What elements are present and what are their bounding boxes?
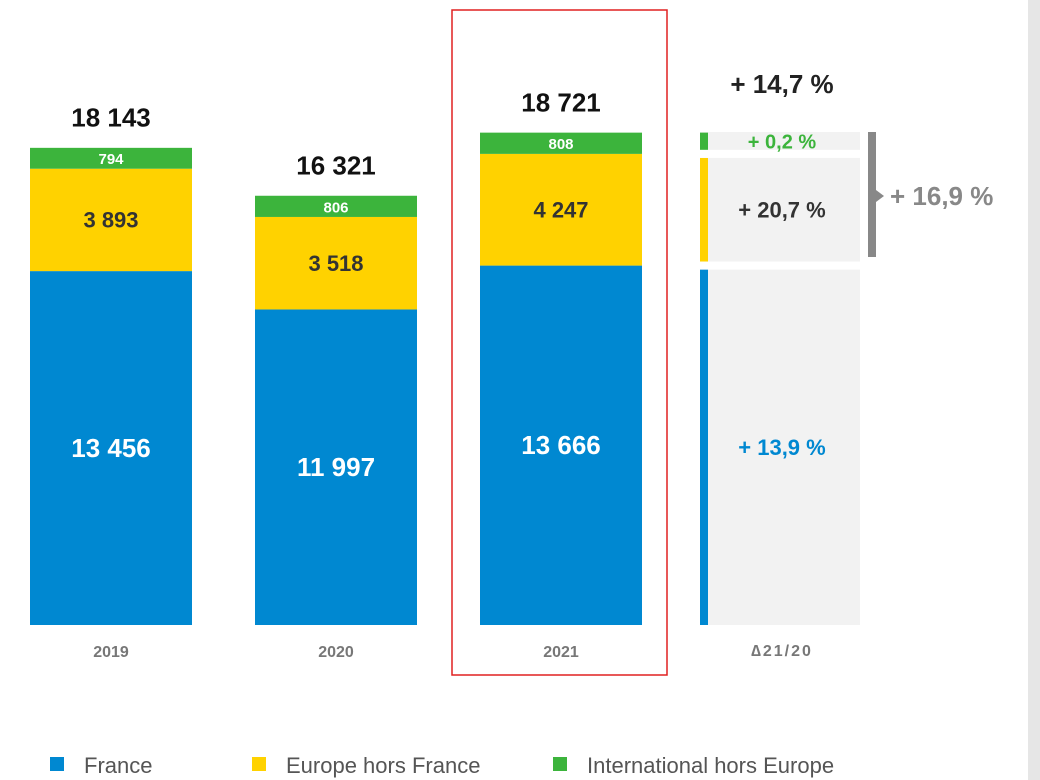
x-tick-label: 2020 — [318, 644, 354, 661]
legend-label: Europe hors France — [286, 753, 480, 778]
delta-strip — [700, 269, 708, 625]
bracket — [868, 132, 876, 257]
value-label: 13 666 — [521, 430, 601, 460]
x-tick-label: 2021 — [543, 644, 579, 661]
value-label: 13 456 — [71, 433, 151, 463]
bar-segment — [480, 153, 642, 266]
value-label: 3 893 — [83, 208, 138, 233]
bar-segment — [255, 195, 417, 217]
bar-segment — [255, 216, 417, 310]
delta-gap — [700, 149, 860, 158]
delta-label: + 0,2 % — [748, 132, 817, 154]
bar-segment — [255, 309, 417, 625]
delta-label: + 20,7 % — [738, 198, 825, 223]
total-label: 16 321 — [296, 151, 376, 181]
legend-swatch — [50, 757, 64, 771]
total-label: 18 143 — [71, 103, 151, 133]
legend-label: International hors Europe — [587, 753, 834, 778]
side-strip — [1028, 0, 1040, 780]
bar-segment — [480, 265, 642, 625]
value-label: 3 518 — [308, 251, 363, 276]
delta-label: + 13,9 % — [738, 435, 825, 460]
delta-axis-label: ∆21/20 — [751, 643, 813, 660]
legend-swatch — [553, 757, 567, 771]
bracket-arrow — [876, 190, 884, 202]
total-label: 18 721 — [521, 88, 601, 118]
legend-swatch — [252, 757, 266, 771]
delta-strip — [700, 157, 708, 262]
value-label: 806 — [323, 199, 348, 216]
value-label: 794 — [98, 151, 124, 168]
europe-delta: + 16,9 % — [890, 181, 993, 211]
value-label: 808 — [548, 136, 573, 153]
bar-segment — [30, 168, 192, 272]
highlight-box — [451, 9, 668, 676]
delta-strip — [700, 132, 708, 150]
bar-segment — [480, 132, 642, 154]
value-label: 4 247 — [533, 198, 588, 223]
bar-segment — [30, 147, 192, 169]
x-tick-label: 2019 — [93, 644, 129, 661]
delta-total: + 14,7 % — [730, 69, 833, 99]
value-label: 11 997 — [297, 452, 375, 482]
delta-gap — [700, 261, 860, 270]
bar-segment — [30, 271, 192, 625]
legend-label: France — [84, 753, 152, 778]
delta-background — [700, 132, 860, 625]
